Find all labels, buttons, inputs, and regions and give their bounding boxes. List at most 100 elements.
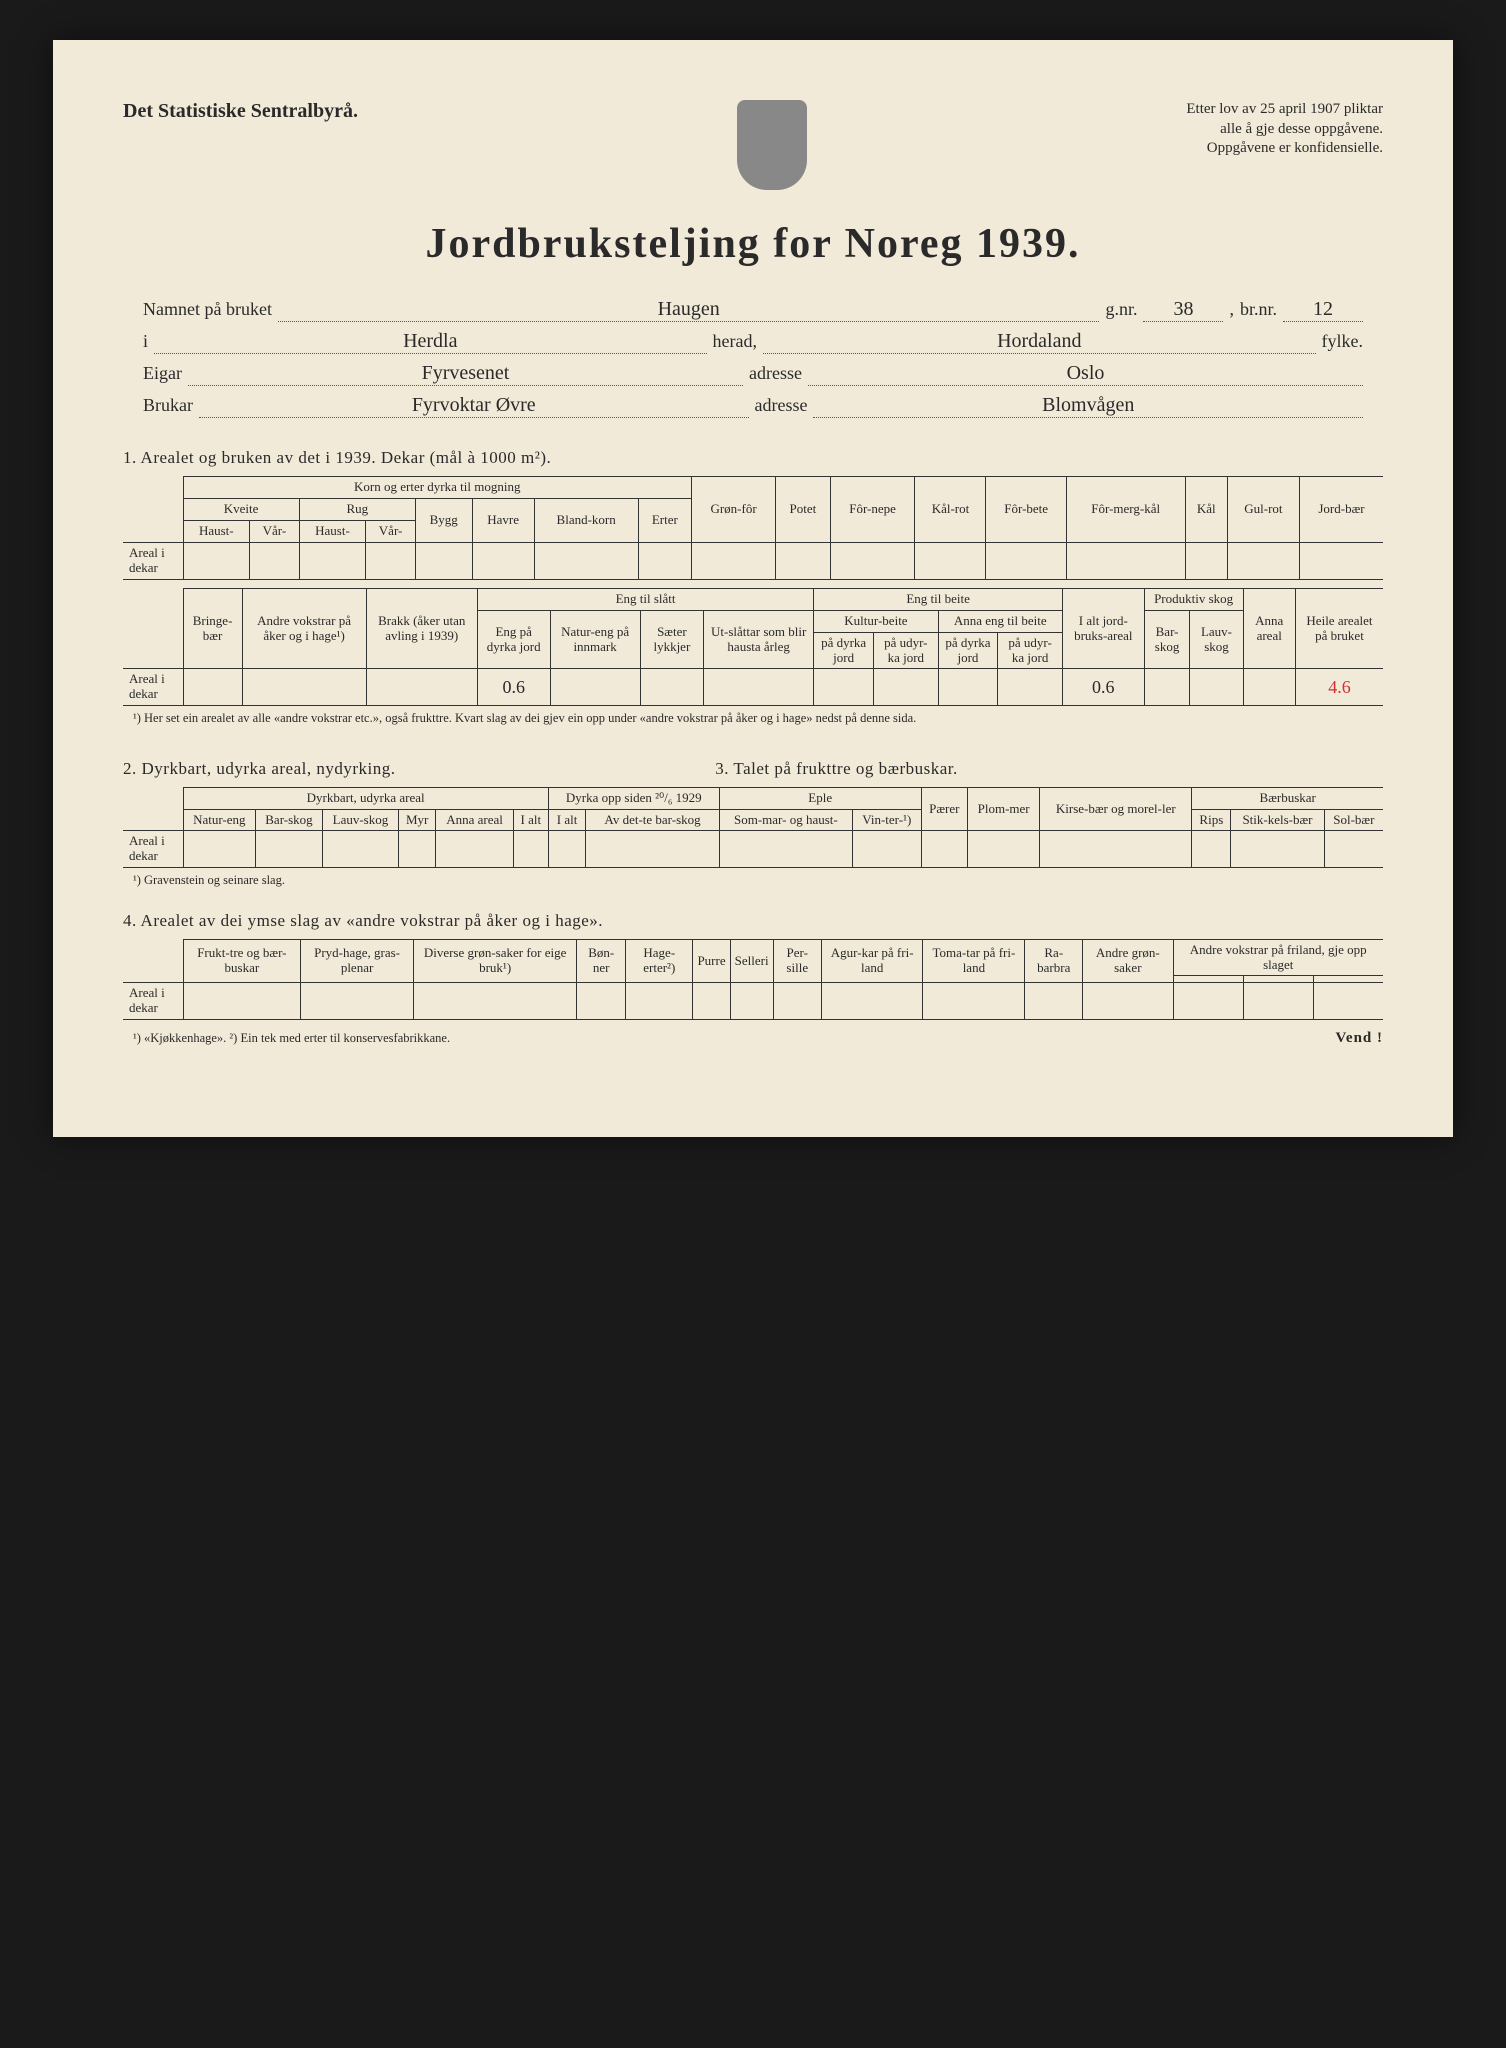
owner-value: Fyrvesenet: [188, 362, 743, 386]
section-2-3-table: Dyrkbart, udyrka areal Dyrka opp siden ²…: [123, 787, 1383, 869]
brnr-value: 12: [1283, 298, 1363, 322]
col-kb-udyrka: på udyr-ka jord: [874, 632, 939, 669]
col-bonner: Bøn-ner: [577, 939, 626, 983]
coat-of-arms-wrap: [712, 100, 832, 190]
col-rug-haust: Haust-: [299, 520, 366, 542]
brnr-label: br.nr.: [1240, 299, 1277, 320]
col-solbaer: Sol-bær: [1324, 809, 1383, 831]
col-anna2: Anna areal: [436, 809, 514, 831]
val-ialt-jord: 0.6: [1062, 669, 1144, 706]
table-row: Areal i dekar: [123, 542, 1383, 579]
col-baerbuskar: Bærbuskar: [1192, 787, 1383, 809]
col-frukt: Frukt-tre og bær-buskar: [183, 939, 301, 983]
col-hageerter: Hage-erter²): [626, 939, 693, 983]
gnr-label: g.nr.: [1105, 299, 1137, 320]
col-utslattar: Ut-slåttar som blir hausta årleg: [704, 610, 814, 669]
col-havre: Havre: [472, 498, 534, 542]
col-ab-dyrka: på dyrka jord: [938, 632, 998, 669]
section-4-footnote: ¹) «Kjøkkenhage». ²) Ein tek med erter t…: [133, 1030, 450, 1046]
owner-addr-value: Oslo: [808, 362, 1363, 386]
col-natureng2: Natur-eng: [183, 809, 256, 831]
col-anna-beite: Anna eng til beite: [938, 610, 1062, 632]
col-plommer: Plom-mer: [968, 787, 1040, 831]
col-kveite-var: Vår-: [250, 520, 300, 542]
col-eng-beite: Eng til beite: [814, 588, 1063, 610]
col-erter: Erter: [638, 498, 691, 542]
col-andre-vokstrar: Andre vokstrar på åker og i hage¹): [242, 588, 366, 669]
col-barskog: Bar-skog: [1144, 610, 1190, 669]
in-label: i: [143, 331, 148, 352]
col-dyrkbart-group: Dyrkbart, udyrka areal: [183, 787, 548, 809]
col-anna-areal: Anna areal: [1243, 588, 1295, 669]
coat-of-arms-icon: [737, 100, 807, 190]
col-tomatar: Toma-tar på fri-land: [923, 939, 1025, 983]
col-stikkels: Stik-kels-bær: [1231, 809, 1324, 831]
turn-page-label: Vend !: [1335, 1030, 1383, 1047]
col-persille: Per-sille: [773, 939, 821, 983]
col-blandkorn: Bland-korn: [534, 498, 638, 542]
col-kalrot: Kål-rot: [915, 477, 986, 543]
col-eng-dyrka: Eng på dyrka jord: [477, 610, 550, 669]
col-saeter: Sæter lykkjer: [640, 610, 703, 669]
col-lauvskog: Lauv-skog: [1190, 610, 1243, 669]
col-kal: Kål: [1185, 477, 1227, 543]
col-grain-group: Korn og erter dyrka til mogning: [183, 477, 691, 499]
col-gulrot: Gul-rot: [1227, 477, 1299, 543]
col-sommar: Som-mar- og haust-: [719, 809, 852, 831]
fylke-value: Hordaland: [763, 330, 1316, 354]
user-addr-value: Blomvågen: [813, 394, 1363, 418]
col-bringebaer: Bringe-bær: [183, 588, 242, 669]
main-title: Jordbruksteljing for Noreg 1939.: [123, 220, 1383, 268]
col-kirse: Kirse-bær og morel-ler: [1040, 787, 1192, 831]
col-forbete: Fôr-bete: [986, 477, 1066, 543]
table-row: Areal i dekar: [123, 831, 1383, 868]
col-ialt2a: I alt: [513, 809, 548, 831]
fylke-label: fylke.: [1322, 331, 1363, 352]
gnr-value: 38: [1143, 298, 1223, 322]
col-vinter: Vin-ter-¹): [852, 809, 921, 831]
owner-label: Eigar: [143, 363, 182, 384]
owner-addr-label: adresse: [749, 363, 802, 384]
section-1-table-a: Korn og erter dyrka til mogning Grøn-fôr…: [123, 476, 1383, 580]
herad-value: Herdla: [154, 330, 707, 354]
col-diverse: Diverse grøn-saker for eige bruk¹): [413, 939, 576, 983]
user-value: Fyrvoktar Øvre: [199, 394, 749, 418]
col-rug: Rug: [299, 498, 415, 520]
table-row: Areal i dekar 0.6 0.6 4.6: [123, 669, 1383, 706]
col-agurkar: Agur-kar på fri-land: [821, 939, 922, 983]
section-4-title: 4. Arealet av dei ymse slag av «andre vo…: [123, 911, 1383, 931]
col-purre: Purre: [693, 939, 730, 983]
section-1-footnote: ¹) Her set ein arealet av alle «andre vo…: [133, 710, 1383, 726]
col-pryd: Pryd-hage, gras-plenar: [301, 939, 414, 983]
col-kb-dyrka: på dyrka jord: [814, 632, 874, 669]
col-andre-gs: Andre grøn-saker: [1083, 939, 1173, 983]
col-rabarbra: Ra-barbra: [1025, 939, 1083, 983]
col-eple: Eple: [719, 787, 921, 809]
col-rips: Rips: [1192, 809, 1231, 831]
legal-line-2: alle å gje desse oppgåvene.: [1186, 120, 1383, 140]
col-dyrka-opp: Dyrka opp siden ²⁰/₆ 1929: [548, 787, 719, 809]
user-label: Brukar: [143, 395, 193, 416]
val-heile: 4.6: [1295, 669, 1383, 706]
legal-line-1: Etter lov av 25 april 1907 pliktar: [1186, 100, 1383, 120]
herad-label: herad,: [713, 331, 757, 352]
col-avdette: Av det-te bar-skog: [586, 809, 719, 831]
document-page: Det Statistiske Sentralbyrå. Etter lov a…: [53, 40, 1453, 1137]
agency-name: Det Statistiske Sentralbyrå.: [123, 100, 358, 123]
user-addr-label: adresse: [755, 395, 808, 416]
row-label: Areal i dekar: [123, 669, 183, 706]
col-fornepe: Fôr-nepe: [830, 477, 915, 543]
section-3-title: 3. Talet på frukttre og bærbuskar.: [715, 759, 1383, 779]
col-rug-var: Vår-: [366, 520, 416, 542]
row-label: Areal i dekar: [123, 542, 183, 579]
col-barskog2: Bar-skog: [256, 809, 323, 831]
col-jordbaer: Jord-bær: [1299, 477, 1383, 543]
col-paerer: Pærer: [921, 787, 967, 831]
col-ab-udyrka: på udyr-ka jord: [998, 632, 1063, 669]
col-heile: Heile arealet på bruket: [1295, 588, 1383, 669]
col-potet: Potet: [776, 477, 830, 543]
col-ialt2b: I alt: [548, 809, 586, 831]
col-lauvskog2: Lauv-skog: [322, 809, 398, 831]
farm-name-label: Namnet på bruket: [143, 299, 272, 320]
col-natureng: Natur-eng på innmark: [550, 610, 640, 669]
